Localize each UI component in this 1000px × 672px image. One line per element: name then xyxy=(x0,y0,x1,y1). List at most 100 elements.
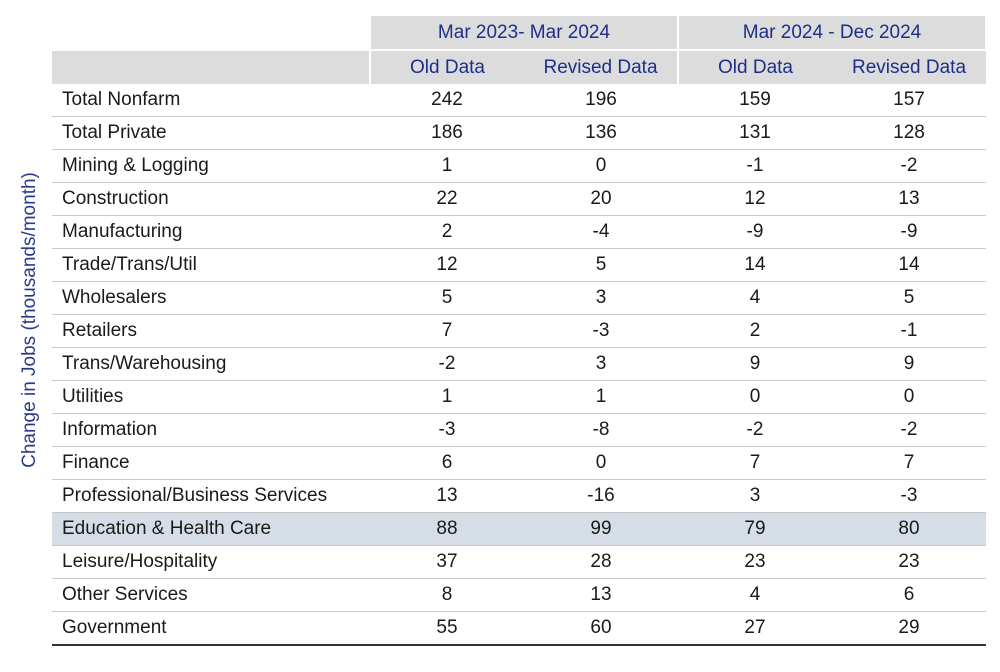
value-cell: 0 xyxy=(524,149,678,183)
table-row: Other Services 8 13 4 6 xyxy=(52,578,986,612)
row-label: Other Services xyxy=(52,578,370,612)
value-cell: -9 xyxy=(678,215,832,249)
value-cell: 1 xyxy=(524,380,678,414)
period-header: Mar 2024 - Dec 2024 xyxy=(677,16,987,50)
y-axis-label-wrap: Change in Jobs (thousands/month) xyxy=(12,80,48,560)
value-cell: 7 xyxy=(832,446,986,480)
value-cell: 128 xyxy=(832,116,986,150)
value-cell: -3 xyxy=(832,479,986,513)
table-row: Wholesalers 5 3 4 5 xyxy=(52,281,986,315)
row-label: Manufacturing xyxy=(52,215,370,249)
value-cell: 12 xyxy=(678,182,832,216)
value-cell: -2 xyxy=(832,149,986,183)
value-cell: 8 xyxy=(370,578,524,612)
value-cell: 5 xyxy=(370,281,524,315)
row-label: Total Nonfarm xyxy=(52,84,370,117)
value-cell: 0 xyxy=(832,380,986,414)
value-cell: 80 xyxy=(832,512,986,546)
value-cell: 5 xyxy=(524,248,678,282)
value-cell: 14 xyxy=(678,248,832,282)
row-label: Construction xyxy=(52,182,370,216)
column-header: Old Data xyxy=(369,49,524,84)
value-cell: 23 xyxy=(832,545,986,579)
header-blank-cell xyxy=(52,16,370,50)
value-cell: 136 xyxy=(524,116,678,150)
value-cell: 7 xyxy=(370,314,524,348)
value-cell: 22 xyxy=(370,182,524,216)
row-label: Total Private xyxy=(52,116,370,150)
row-label: Mining & Logging xyxy=(52,149,370,183)
value-cell: 37 xyxy=(370,545,524,579)
value-cell: 2 xyxy=(370,215,524,249)
value-cell: 13 xyxy=(370,479,524,513)
value-cell: 6 xyxy=(370,446,524,480)
value-cell: 6 xyxy=(832,578,986,612)
row-label: Professional/Business Services xyxy=(52,479,370,513)
column-header: Revised Data xyxy=(832,49,986,84)
value-cell: 29 xyxy=(832,611,986,646)
row-label: Retailers xyxy=(52,314,370,348)
row-label: Trans/Warehousing xyxy=(52,347,370,381)
column-header-row: Old Data Revised Data Old Data Revised D… xyxy=(52,49,986,84)
table-row: Trans/Warehousing -2 3 9 9 xyxy=(52,347,986,381)
row-label: Education & Health Care xyxy=(52,512,370,546)
table-row: Government 55 60 27 29 xyxy=(52,611,986,646)
value-cell: 3 xyxy=(678,479,832,513)
table-row: Leisure/Hospitality 37 28 23 23 xyxy=(52,545,986,579)
table-row: Information -3 -8 -2 -2 xyxy=(52,413,986,447)
value-cell: 186 xyxy=(370,116,524,150)
value-cell: 242 xyxy=(370,84,524,117)
table-row: Mining & Logging 1 0 -1 -2 xyxy=(52,149,986,183)
value-cell: -3 xyxy=(524,314,678,348)
table-row: Utilities 1 1 0 0 xyxy=(52,380,986,414)
value-cell: 7 xyxy=(678,446,832,480)
value-cell: 0 xyxy=(524,446,678,480)
value-cell: 3 xyxy=(524,281,678,315)
value-cell: 12 xyxy=(370,248,524,282)
value-cell: 2 xyxy=(678,314,832,348)
table-row: Total Nonfarm 242 196 159 157 xyxy=(52,84,986,117)
table-row: Total Private 186 136 131 128 xyxy=(52,116,986,150)
column-header: Revised Data xyxy=(524,49,678,84)
row-label: Leisure/Hospitality xyxy=(52,545,370,579)
table-body: Total Nonfarm 242 196 159 157 Total Private 18… xyxy=(52,84,986,646)
value-cell: 0 xyxy=(678,380,832,414)
value-cell: 157 xyxy=(832,84,986,117)
jobs-revision-table: Mar 2023- Mar 2024 Mar 2024 - Dec 2024 O… xyxy=(52,16,987,646)
value-cell: 14 xyxy=(832,248,986,282)
period-header: Mar 2023- Mar 2024 xyxy=(369,16,679,50)
value-cell: 88 xyxy=(370,512,524,546)
value-cell: -1 xyxy=(832,314,986,348)
value-cell: 20 xyxy=(524,182,678,216)
table-row: Finance 6 0 7 7 xyxy=(52,446,986,480)
value-cell: 1 xyxy=(370,380,524,414)
row-label: Information xyxy=(52,413,370,447)
y-axis-label: Change in Jobs (thousands/month) xyxy=(19,172,41,468)
value-cell: 79 xyxy=(678,512,832,546)
value-cell: 3 xyxy=(524,347,678,381)
value-cell: 1 xyxy=(370,149,524,183)
table-row: Education & Health Care 88 99 79 80 xyxy=(52,512,986,546)
value-cell: -2 xyxy=(370,347,524,381)
row-label: Utilities xyxy=(52,380,370,414)
value-cell: 4 xyxy=(678,281,832,315)
value-cell: 131 xyxy=(678,116,832,150)
row-label: Trade/Trans/Util xyxy=(52,248,370,282)
value-cell: -8 xyxy=(524,413,678,447)
value-cell: 55 xyxy=(370,611,524,646)
row-label: Government xyxy=(52,611,370,646)
value-cell: -16 xyxy=(524,479,678,513)
value-cell: 159 xyxy=(678,84,832,117)
value-cell: 4 xyxy=(678,578,832,612)
table-row: Manufacturing 2 -4 -9 -9 xyxy=(52,215,986,249)
table-row: Construction 22 20 12 13 xyxy=(52,182,986,216)
value-cell: 9 xyxy=(678,347,832,381)
period-header-row: Mar 2023- Mar 2024 Mar 2024 - Dec 2024 xyxy=(52,16,987,50)
row-label-header xyxy=(52,49,370,84)
value-cell: 13 xyxy=(832,182,986,216)
table-row: Retailers 7 -3 2 -1 xyxy=(52,314,986,348)
value-cell: 13 xyxy=(524,578,678,612)
value-cell: -3 xyxy=(370,413,524,447)
value-cell: 27 xyxy=(678,611,832,646)
value-cell: -4 xyxy=(524,215,678,249)
